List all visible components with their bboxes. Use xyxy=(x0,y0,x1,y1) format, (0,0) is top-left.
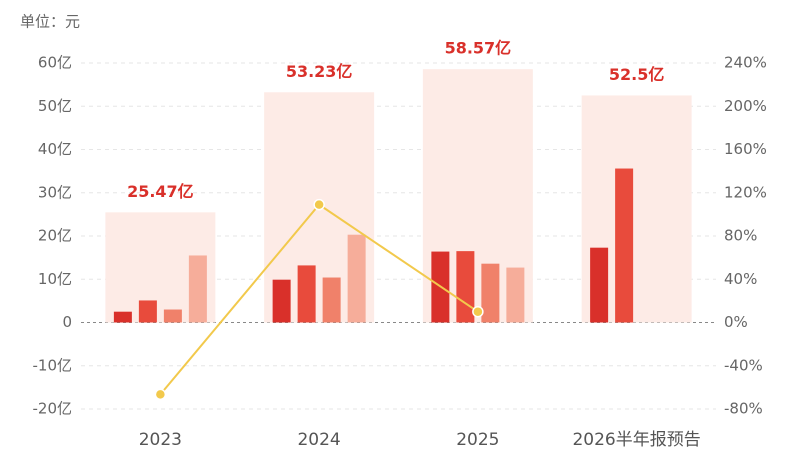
bar xyxy=(138,300,157,323)
bar xyxy=(506,267,525,323)
y-tick-label: -20亿 xyxy=(33,400,73,418)
y2-tick-label: 120% xyxy=(724,183,767,201)
bar xyxy=(272,279,291,323)
x-tick-label: 2024 xyxy=(297,430,340,450)
total-label: 52.5亿 xyxy=(609,65,664,84)
y-tick-label: 0 xyxy=(62,313,72,331)
y2-tick-label: 200% xyxy=(724,97,767,115)
growth-point xyxy=(154,388,167,401)
y-tick-label: 30亿 xyxy=(38,183,72,201)
bar xyxy=(188,255,207,323)
y2-tick-label: 240% xyxy=(724,54,767,72)
bar xyxy=(590,247,609,323)
x-tick-label: 2025 xyxy=(456,430,499,450)
bar xyxy=(481,263,500,323)
bar xyxy=(456,251,475,323)
x-tick-label: 2026半年报预告 xyxy=(572,430,700,450)
y2-tick-label: -40% xyxy=(724,356,763,374)
bar xyxy=(322,277,341,323)
y2-tick-label: -80% xyxy=(724,400,763,418)
total-label: 58.57亿 xyxy=(445,39,512,58)
y-tick-label: 10亿 xyxy=(38,270,72,288)
unit-note: 单位：元 xyxy=(20,13,80,31)
growth-point xyxy=(472,305,484,318)
y2-tick-label: 80% xyxy=(724,227,757,245)
y2-tick-label: 0% xyxy=(724,313,748,331)
bar xyxy=(113,311,132,323)
bar xyxy=(163,309,182,323)
x-tick-label: 2023 xyxy=(139,430,182,450)
bar xyxy=(297,265,316,323)
y2-tick-label: 160% xyxy=(724,140,767,158)
y-tick-label: 20亿 xyxy=(38,227,72,245)
y-tick-label: 40亿 xyxy=(38,140,72,158)
y-tick-label: -10亿 xyxy=(33,356,73,374)
y-tick-label: 60亿 xyxy=(38,54,72,72)
total-label: 25.47亿 xyxy=(127,182,194,201)
y2-tick-label: 40% xyxy=(724,270,757,288)
total-label: 53.23亿 xyxy=(286,62,353,81)
bar xyxy=(615,168,634,323)
growth-point xyxy=(313,198,325,211)
bar xyxy=(347,234,366,323)
y-tick-label: 50亿 xyxy=(38,97,72,115)
